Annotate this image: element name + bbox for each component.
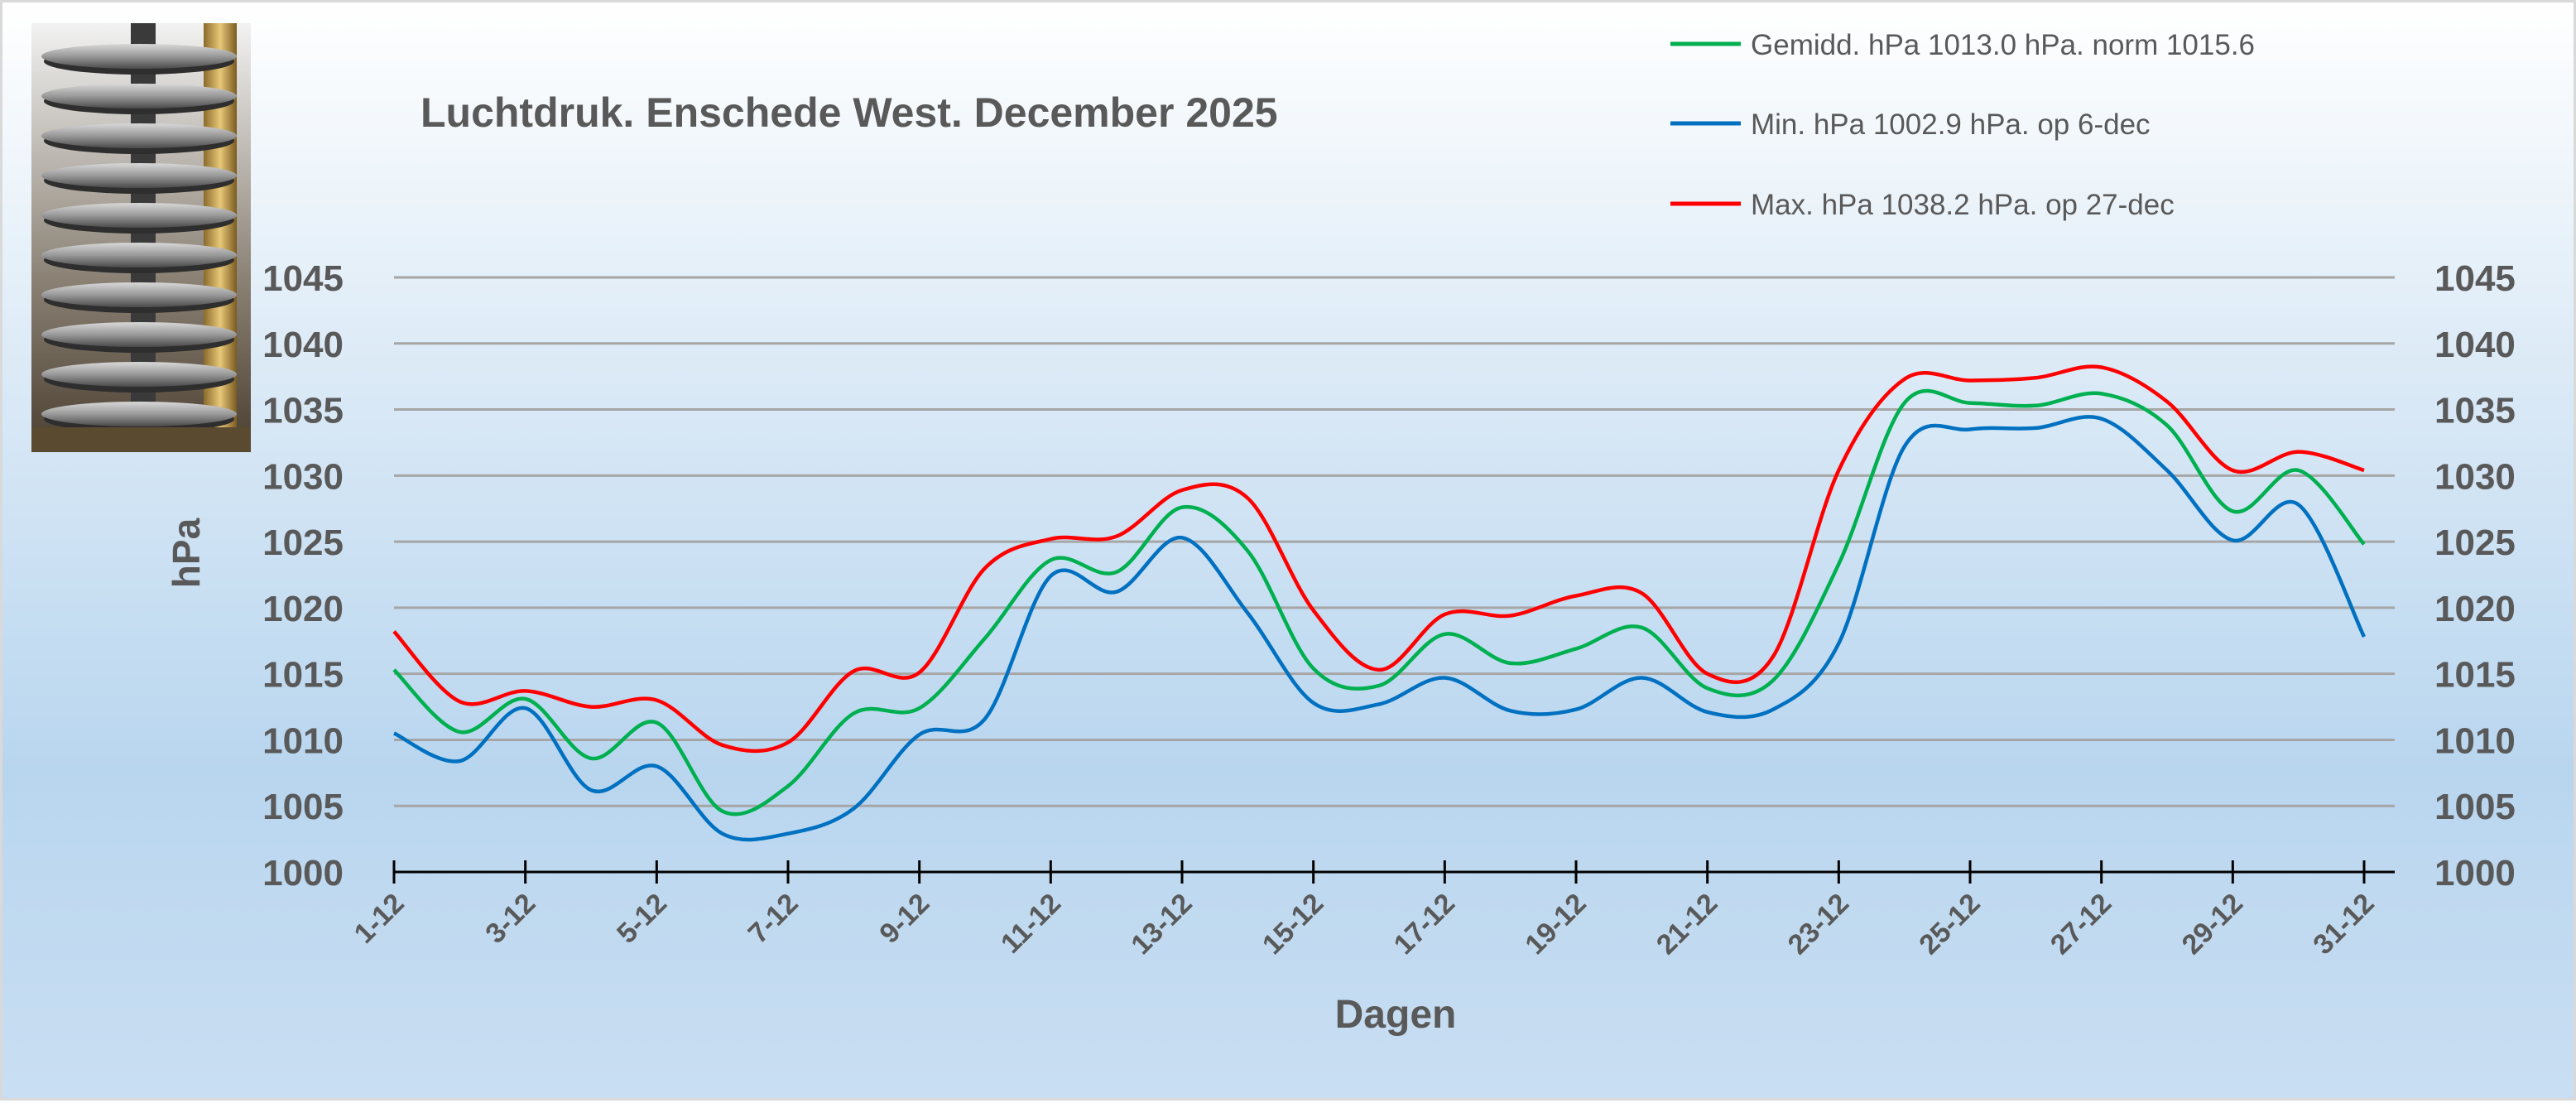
y-tick-label-left: 1040 <box>262 325 344 365</box>
x-axis-title: Dagen <box>1335 993 1457 1037</box>
barometer-illustration <box>31 23 251 452</box>
x-tick-label: 13-12 <box>1125 888 1198 961</box>
y-tick-label-left: 1010 <box>262 720 344 761</box>
x-axis: 1-12 3-12 5-12 7-12 9-12 11-12 13-12 15-12 17-12… <box>348 860 2395 961</box>
x-tick-label: 25-12 <box>1913 888 1986 961</box>
legend-label: Min. hPa 1002.9 hPa. op 6-dec <box>1751 108 2151 141</box>
y-axis-right: 1000 1005 1010 1015 1020 1025 1030 1035 1040 1045 <box>2434 258 2516 893</box>
series-line-min <box>393 415 2367 842</box>
gridlines <box>394 276 2395 807</box>
barometer-disc <box>41 123 237 148</box>
y-tick-label-right: 1040 <box>2434 325 2516 365</box>
y-tick-label-right: 1025 <box>2434 523 2516 563</box>
x-tick-label: 7-12 <box>743 888 805 950</box>
x-tick-label: 1-12 <box>348 888 411 950</box>
barometer-photo <box>31 23 251 452</box>
y-tick-label-left: 1025 <box>262 523 344 563</box>
x-tick-label: 5-12 <box>611 888 673 950</box>
x-tick-label: 15-12 <box>1257 888 1329 961</box>
y-tick-label-left: 1035 <box>262 391 344 431</box>
y-tick-label-right: 1030 <box>2434 456 2516 497</box>
x-tick-label: 17-12 <box>1388 888 1461 961</box>
series-lines <box>392 364 2367 842</box>
x-tick-label: 23-12 <box>1782 888 1855 961</box>
barometer-disc <box>41 243 237 267</box>
y-tick-label-right: 1035 <box>2434 391 2516 431</box>
y-tick-label-left: 1015 <box>262 655 344 696</box>
chart-title: Luchtdruk. Enschede West. December 2025 <box>421 89 1278 136</box>
barometer-disc <box>41 203 237 228</box>
y-tick-label-right: 1005 <box>2434 787 2516 827</box>
series-line-max <box>392 364 2365 754</box>
barometer-disc <box>41 322 237 347</box>
x-tick-label: 3-12 <box>479 888 541 950</box>
x-tick-label: 27-12 <box>2045 888 2117 961</box>
barometer-disc <box>41 282 237 307</box>
y-tick-label-right: 1010 <box>2434 720 2516 761</box>
y-tick-label-right: 1000 <box>2434 853 2516 893</box>
barometer-disc <box>41 163 237 188</box>
y-tick-label-left: 1005 <box>262 787 344 827</box>
barometer-disc <box>41 84 237 108</box>
x-tick-label: 29-12 <box>2176 888 2249 961</box>
x-tick-label: 21-12 <box>1651 888 1723 961</box>
series-line-average <box>392 388 2366 816</box>
barometer-disc <box>41 44 237 69</box>
x-tick-label: 9-12 <box>873 888 935 950</box>
x-tick-label: 19-12 <box>1519 888 1592 961</box>
y-tick-label-right: 1020 <box>2434 589 2516 629</box>
y-tick-label-left: 1030 <box>262 456 344 497</box>
y-tick-label-left: 1020 <box>262 589 344 629</box>
legend-label: Max. hPa 1038.2 hPa. op 27-dec <box>1751 189 2175 221</box>
x-tick-label: 11-12 <box>995 888 1067 960</box>
legend-label: Gemidd. hPa 1013.0 hPa. norm 1015.6 <box>1751 29 2255 61</box>
barometer-disc <box>41 362 237 387</box>
x-tick-label: 31-12 <box>2307 888 2380 961</box>
y-tick-label-left: 1000 <box>262 853 344 893</box>
y-axis-title: hPa <box>165 518 208 588</box>
y-tick-label-left: 1045 <box>262 258 344 299</box>
barometer-disc <box>41 402 237 426</box>
legend: Gemidd. hPa 1013.0 hPa. norm 1015.6 Min. … <box>1670 29 2255 221</box>
y-tick-label-right: 1015 <box>2434 655 2516 696</box>
y-axis-left: 1000 1005 1010 1015 1020 1025 1030 1035 1040 1045 <box>262 258 344 893</box>
y-tick-label-right: 1045 <box>2434 258 2516 299</box>
